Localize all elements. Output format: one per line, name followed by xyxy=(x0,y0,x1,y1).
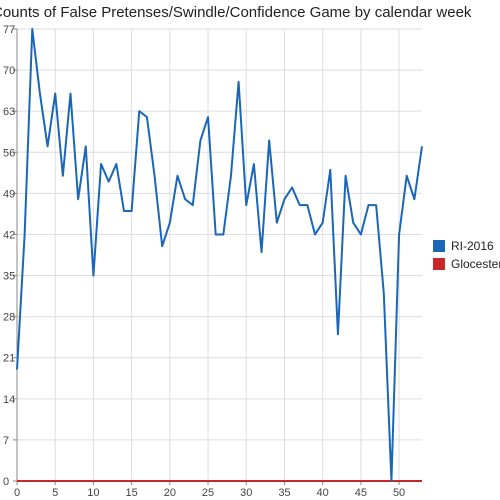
legend-label: RI-2016 xyxy=(451,239,494,253)
y-tick-label: 0 xyxy=(3,476,9,488)
y-tick-label: 42 xyxy=(3,229,15,241)
y-tick-label: 49 xyxy=(3,188,15,200)
x-tick-label: 45 xyxy=(355,487,367,499)
x-tick-label: 50 xyxy=(393,487,405,499)
x-tick-label: 15 xyxy=(125,487,137,499)
legend-swatch xyxy=(433,258,445,270)
legend: RI-2016 Glocester xyxy=(433,239,500,271)
x-tick-label: 35 xyxy=(278,487,290,499)
y-tick-label: 56 xyxy=(3,147,15,159)
series-lines xyxy=(16,28,423,482)
x-tick-label: 30 xyxy=(240,487,252,499)
y-tick-label: 7 xyxy=(3,435,9,447)
series-line-ri-2016 xyxy=(16,28,423,482)
y-tick-label: 70 xyxy=(3,65,15,77)
y-tick-label: 35 xyxy=(3,271,15,283)
y-tick-label: 14 xyxy=(3,394,15,406)
chart-title: Counts of False Pretenses/Swindle/Confid… xyxy=(0,4,472,21)
y-axis-ticks: 0 7 14 21 28 35 42 49 56 63 70 77 xyxy=(3,24,17,488)
x-tick-label: 5 xyxy=(52,487,58,499)
x-axis-ticks: 0 5 10 15 20 25 30 35 40 45 50 xyxy=(14,481,405,499)
legend-swatch xyxy=(433,240,445,252)
x-tick-label: 0 xyxy=(14,487,20,499)
y-tick-label: 28 xyxy=(3,312,15,324)
y-tick-label: 21 xyxy=(3,353,15,365)
x-tick-label: 20 xyxy=(164,487,176,499)
x-tick-label: 10 xyxy=(87,487,99,499)
y-tick-label: 63 xyxy=(3,106,15,118)
x-tick-label: 40 xyxy=(317,487,329,499)
grid-lines xyxy=(16,28,422,482)
x-tick-label: 25 xyxy=(202,487,214,499)
y-tick-label: 77 xyxy=(3,24,15,36)
legend-label: Glocester xyxy=(451,257,500,271)
